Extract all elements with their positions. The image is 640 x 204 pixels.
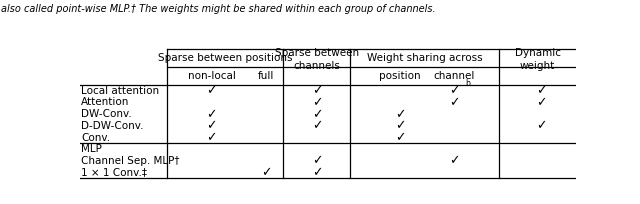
Text: ✓: ✓ xyxy=(206,119,217,132)
Text: ✓: ✓ xyxy=(312,96,323,109)
Text: also called point-wise MLP.† The weights might be shared within each group of ch: also called point-wise MLP.† The weights… xyxy=(1,4,436,14)
Text: Conv.: Conv. xyxy=(81,133,110,143)
Text: Weight sharing across: Weight sharing across xyxy=(367,53,483,63)
Text: ✓: ✓ xyxy=(536,96,547,109)
Text: channel: channel xyxy=(434,71,475,81)
Text: ✓: ✓ xyxy=(206,131,217,144)
Text: position: position xyxy=(379,71,420,81)
Text: ✓: ✓ xyxy=(312,166,323,179)
Text: Attention: Attention xyxy=(81,98,129,108)
Text: Sparse between: Sparse between xyxy=(275,48,359,58)
Text: ✓: ✓ xyxy=(312,119,323,132)
Text: weight: weight xyxy=(520,61,555,71)
Text: non-local: non-local xyxy=(188,71,236,81)
Text: 1 × 1 Conv.‡: 1 × 1 Conv.‡ xyxy=(81,167,147,177)
Text: ✓: ✓ xyxy=(206,84,217,97)
Text: channels: channels xyxy=(293,61,340,71)
Text: ✓: ✓ xyxy=(312,108,323,121)
Text: ✓: ✓ xyxy=(206,108,217,121)
Text: ✓: ✓ xyxy=(395,108,405,121)
Text: ✓: ✓ xyxy=(312,154,323,167)
Text: Channel Sep. MLP†: Channel Sep. MLP† xyxy=(81,156,179,166)
Text: full: full xyxy=(258,71,274,81)
Text: ✓: ✓ xyxy=(260,166,271,179)
Text: D-DW-Conv.: D-DW-Conv. xyxy=(81,121,143,131)
Text: ✓: ✓ xyxy=(536,84,547,97)
Text: ✓: ✓ xyxy=(449,96,460,109)
Text: Dynamic: Dynamic xyxy=(515,48,561,58)
Text: ✓: ✓ xyxy=(395,119,405,132)
Text: DW-Conv.: DW-Conv. xyxy=(81,109,132,119)
Text: MLP: MLP xyxy=(81,144,102,154)
Text: b: b xyxy=(465,79,470,88)
Text: Sparse between positions: Sparse between positions xyxy=(158,53,292,63)
Text: Local attention: Local attention xyxy=(81,86,159,96)
Text: ✓: ✓ xyxy=(449,154,460,167)
Text: ✓: ✓ xyxy=(536,119,547,132)
Text: ✓: ✓ xyxy=(395,131,405,144)
Text: ✓: ✓ xyxy=(449,84,460,97)
Text: ✓: ✓ xyxy=(312,84,323,97)
